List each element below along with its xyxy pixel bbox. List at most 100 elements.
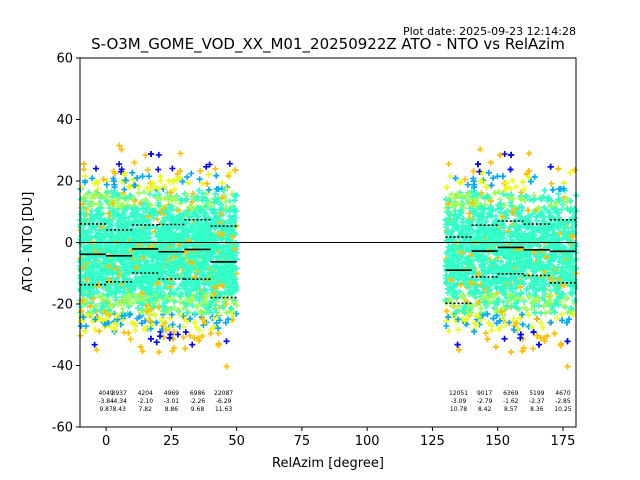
scatter-point (155, 349, 162, 356)
scatter-point (170, 329, 177, 335)
scatter-point (127, 336, 134, 343)
scatter-point (215, 330, 222, 337)
scatter-point (146, 173, 152, 180)
scatter-point (88, 207, 95, 214)
scatter-point (197, 168, 204, 175)
scatter-point (215, 325, 221, 332)
scatter-point (171, 186, 178, 193)
scatter-point (177, 150, 184, 157)
scatter-point (205, 171, 212, 178)
scatter-point (144, 184, 151, 191)
chart-title: S-O3M_GOME_VOD_XX_M01_20250922Z ATO - NT… (91, 35, 565, 54)
scatter-point (226, 169, 233, 176)
scatter-point (207, 330, 214, 337)
scatter-point (214, 230, 221, 237)
scatter-point (180, 334, 187, 341)
scatter-point (148, 151, 155, 157)
scatter-point (102, 269, 109, 276)
scatter-point (155, 151, 162, 158)
scatter-point (217, 210, 224, 217)
scatter-point (176, 207, 182, 214)
scatter-point (113, 294, 119, 301)
scatter-point (132, 327, 139, 334)
scatter-point (196, 176, 203, 183)
scatter-point (212, 302, 219, 309)
scatter-point (108, 188, 115, 195)
scatter-point (482, 330, 489, 337)
scatter-point (199, 190, 206, 197)
scatter-point (501, 151, 508, 157)
scatter-point (446, 173, 453, 180)
scatter-point (177, 312, 183, 318)
scatter-point (80, 166, 87, 173)
scatter-point (170, 344, 177, 351)
scatter-point (96, 328, 103, 335)
scatter-point (118, 168, 125, 175)
scatter-point (182, 329, 189, 336)
scatter-point (103, 181, 110, 188)
scatter-point (223, 363, 230, 370)
scatter-point (169, 165, 176, 172)
scatter-point (202, 202, 209, 209)
scatter-point (146, 191, 153, 197)
scatter-point (125, 218, 132, 225)
scatter-point (225, 173, 232, 180)
scatter-point (548, 180, 555, 187)
scatter-point (151, 207, 158, 214)
scatter-point (91, 341, 98, 348)
scatter-point (110, 168, 117, 175)
scatter-point (157, 177, 164, 184)
scatter-point (219, 179, 225, 186)
scatter-point (160, 334, 167, 341)
scatter-point (116, 161, 123, 168)
scatter-point (135, 183, 142, 190)
scatter-point (229, 311, 236, 318)
scatter-point (165, 177, 172, 184)
scatter-point (167, 315, 173, 322)
scatter-point (191, 310, 198, 317)
scatter-point (184, 174, 191, 181)
scatter-point (82, 173, 89, 180)
scatter-point (144, 166, 151, 173)
scatter-point (509, 177, 516, 184)
scatter-point (93, 165, 99, 172)
scatter-point (176, 298, 183, 305)
scatter-point (530, 345, 537, 352)
scatter-point (80, 161, 87, 167)
scatter-point (125, 330, 132, 337)
scatter-point (196, 327, 203, 334)
scatter-points (77, 142, 579, 370)
scatter-point (188, 170, 195, 177)
scatter-point (117, 280, 124, 287)
scatter-point (232, 215, 239, 221)
scatter-point (223, 338, 230, 345)
scatter-point (152, 312, 159, 319)
scatter-point (224, 184, 231, 191)
scatter-point (155, 166, 162, 173)
scatter-point (153, 298, 160, 305)
scatter-point (462, 176, 469, 183)
scatter-point (208, 309, 215, 316)
scatter-point (204, 180, 211, 187)
scatter-point (169, 321, 176, 328)
scatter-point (218, 254, 225, 261)
scatter-point (174, 331, 181, 338)
scatter-point (89, 175, 96, 182)
scatter-point (166, 284, 173, 291)
scatter-point (132, 182, 139, 189)
scatter-point (198, 300, 205, 307)
scatter-point (139, 173, 146, 180)
scatter-point (130, 176, 136, 183)
scatter-point (185, 180, 192, 187)
scatter-point (184, 220, 191, 227)
scatter-point (96, 260, 103, 267)
scatter-point (177, 168, 184, 174)
scatter-point (226, 160, 233, 167)
scatter-point (186, 332, 193, 339)
scatter-point (147, 325, 154, 332)
scatter-point (173, 177, 180, 184)
scatter-point (232, 167, 239, 174)
scatter-point (193, 324, 200, 331)
scatter-point (78, 323, 84, 329)
